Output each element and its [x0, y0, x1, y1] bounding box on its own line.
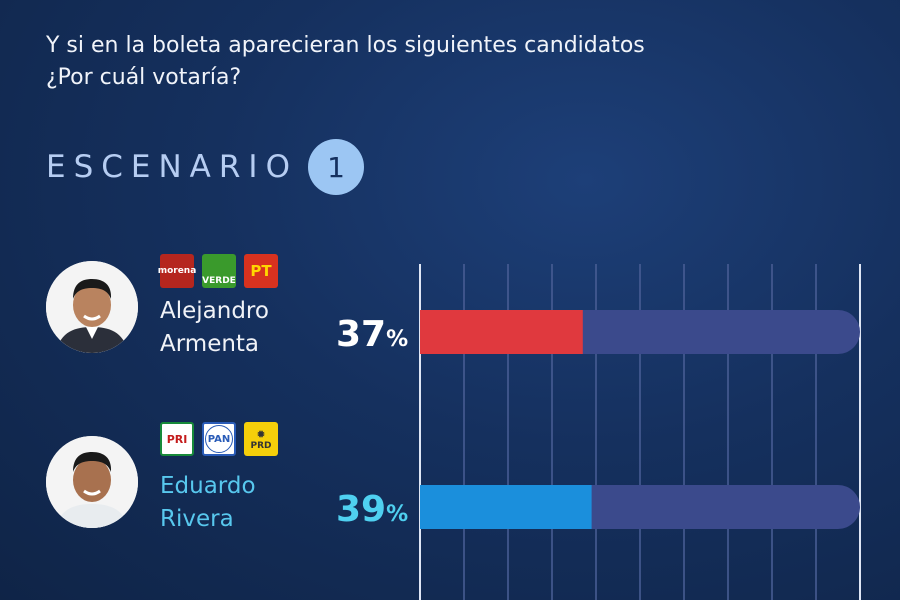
person-icon [46, 261, 138, 353]
party-logos-armenta: morena VERDE PT [157, 254, 278, 288]
candidate-name-rivera: Eduardo Rivera [160, 470, 256, 536]
party-name: PRD [250, 440, 272, 451]
pan-logo: PAN [202, 422, 236, 456]
question-line-2: ¿Por cuál votaría? [46, 65, 242, 90]
percent-label-armenta: 37% [336, 314, 408, 355]
morena-logo: morena [157, 254, 197, 288]
scenario-number-badge: 1 [307, 139, 364, 195]
percent-value: 37 [336, 314, 387, 355]
candidate-first-name: Alejandro [160, 298, 269, 324]
candidate-name-armenta: Alejandro Armenta [160, 295, 269, 361]
scenario-label: ESCENARIO [46, 149, 298, 185]
pri-logo: PRI [160, 422, 194, 456]
person-icon [46, 436, 138, 528]
sun-icon: ✹ [256, 427, 266, 441]
prd-logo: ✹ PRD [244, 422, 278, 456]
party-name: PAN [205, 425, 233, 453]
party-name: morena [157, 266, 197, 276]
percent-label-rivera: 39% [336, 489, 408, 530]
candidate-photo-armenta [46, 261, 138, 353]
party-name: PT [250, 262, 272, 280]
party-logos-rivera: PRI PAN ✹ PRD [160, 422, 278, 456]
percent-sign: % [386, 327, 409, 352]
party-name: VERDE [202, 276, 236, 286]
pt-logo: PT [244, 254, 278, 288]
party-name: PRI [166, 432, 188, 446]
percent-value: 39 [336, 489, 387, 530]
bar-1 [420, 310, 583, 354]
question-line-1: Y si en la boleta aparecieran los siguie… [46, 33, 645, 58]
question-text: Y si en la boleta aparecieran los siguie… [46, 30, 746, 94]
bar-2 [420, 485, 592, 529]
verde-logo: VERDE [202, 254, 236, 288]
candidate-photo-rivera [46, 436, 138, 528]
candidate-first-name: Eduardo [160, 473, 256, 499]
candidate-last-name: Rivera [160, 506, 234, 532]
candidate-last-name: Armenta [160, 331, 260, 357]
scenario-heading: ESCENARIO 1 [46, 139, 364, 195]
percent-sign: % [386, 502, 409, 527]
